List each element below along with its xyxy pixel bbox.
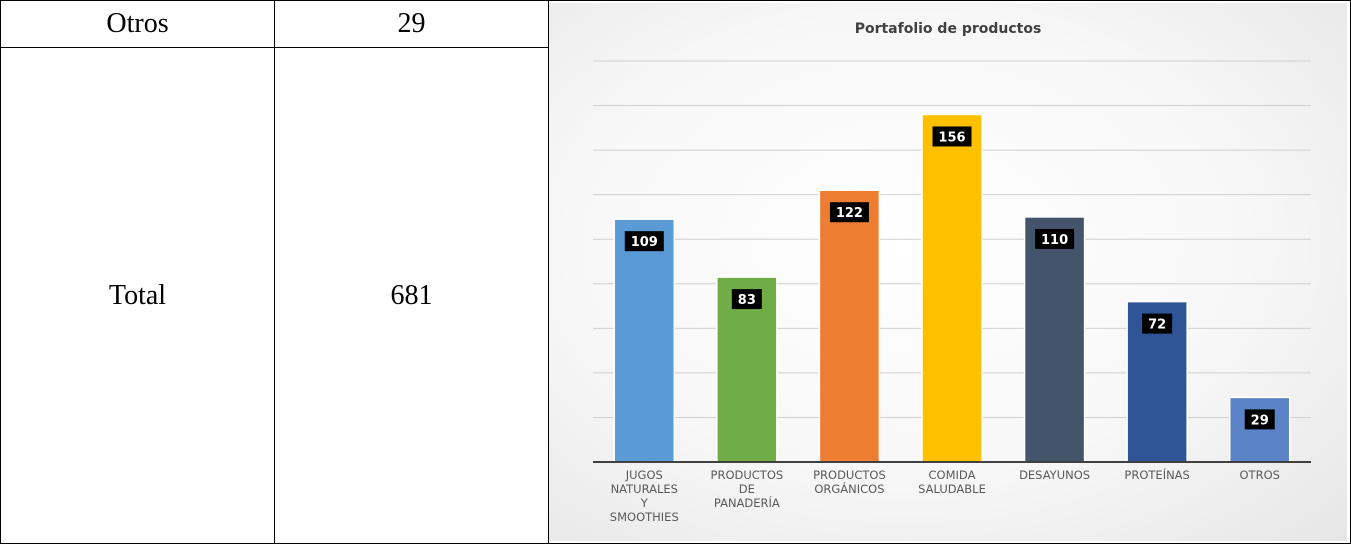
category-label: PRODUCTOS — [813, 468, 886, 482]
data-label-box — [1142, 313, 1173, 334]
table-cell-label: Total — [108, 279, 167, 311]
category-label: OTROS — [1240, 468, 1280, 482]
bar — [1023, 216, 1086, 463]
data-label: 83 — [738, 293, 756, 308]
data-label-box — [1244, 409, 1275, 430]
bar-chart: Portafolio de productos 109 JUGOS NATURALE… — [549, 3, 1347, 541]
bar — [613, 218, 676, 463]
data-label: 29 — [1251, 413, 1269, 428]
category-label: SALUDABLE — [918, 482, 986, 496]
category-label: PANADERÍA — [714, 495, 780, 510]
category-label: COMIDA — [929, 468, 976, 482]
table-border-col1 — [274, 0, 275, 544]
data-label: 72 — [1148, 318, 1166, 333]
data-label-box — [624, 231, 664, 252]
data-label: 110 — [1041, 233, 1068, 248]
category-label: DE — [739, 482, 755, 496]
data-label-box — [829, 202, 869, 223]
category-label: DESAYUNOS — [1019, 468, 1090, 482]
bar — [1228, 396, 1291, 463]
category-label: JUGOS — [625, 468, 663, 482]
category-label: NATURALES — [611, 482, 678, 496]
bar — [818, 189, 881, 463]
chart-plot: 109JUGOSNATURALESYSMOOTHIES83PRODUCTOSDE… — [593, 60, 1311, 524]
data-label-box — [932, 126, 972, 147]
table-cell-value: 681 — [390, 279, 433, 311]
data-label: 156 — [938, 130, 965, 145]
data-label: 122 — [836, 206, 863, 221]
category-label: ORGÁNICOS — [814, 481, 884, 496]
data-label: 109 — [631, 235, 658, 250]
table-cell-label: Otros — [106, 8, 169, 39]
category-label: PRODUCTOS — [711, 468, 784, 482]
bar — [921, 113, 983, 463]
chart-title: Portafolio de productos — [854, 21, 1042, 37]
data-label-box — [1035, 228, 1075, 249]
category-label: PROTEÍNAS — [1124, 467, 1189, 482]
category-label: SMOOTHIES — [610, 510, 679, 524]
table-cell-value: 29 — [397, 8, 426, 39]
data-label-box — [731, 289, 762, 310]
table-border-top — [0, 0, 1351, 1]
table-border-left — [0, 0, 1, 544]
category-label: Y — [640, 496, 649, 510]
table-border-col2 — [548, 0, 549, 544]
